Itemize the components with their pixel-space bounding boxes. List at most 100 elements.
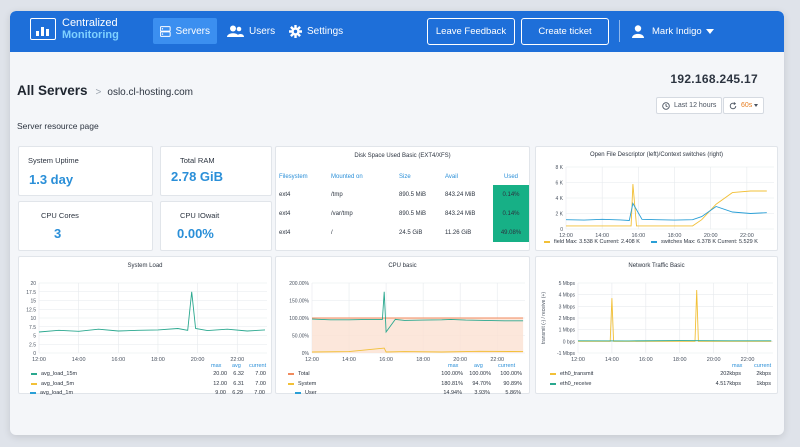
col-size: Size bbox=[399, 174, 411, 180]
y-tick-label: 5 Mbps bbox=[559, 281, 576, 287]
legend-max: 202kbps bbox=[720, 371, 741, 377]
y-tick-label: 2 K bbox=[555, 212, 563, 218]
cell-avail: 11.26 GiB bbox=[445, 229, 472, 236]
ram-label: Total RAM bbox=[180, 156, 215, 165]
legend-swatch bbox=[550, 382, 556, 385]
y-tick-label: 5 bbox=[33, 334, 36, 340]
iowait-label: CPU IOwait bbox=[180, 211, 220, 220]
y-tick-label: 4 Mbps bbox=[559, 293, 576, 299]
legend-swatch bbox=[295, 391, 301, 394]
legend-field[interactable]: field Max: 3.538 K Current: 2.408 K bbox=[544, 239, 640, 245]
legend-header-current: current bbox=[498, 363, 516, 369]
legend-label: avg_load_1m bbox=[40, 390, 74, 396]
cores-panel: CPU Cores 3 bbox=[18, 201, 153, 251]
legend-switches[interactable]: switches Max: 6.378 K Current: 5.529 K bbox=[651, 239, 758, 245]
legend-current: 5.86% bbox=[505, 390, 521, 396]
legend-max: 9.00 bbox=[215, 390, 226, 396]
network-title: Network Traffic Basic bbox=[628, 263, 685, 269]
fd-chart: 0 2 K 4 K 6 K 8 K 12:00 14:00 16:00 18:00 20:00 22… bbox=[555, 165, 774, 239]
cpu-basic-title: CPU basic bbox=[388, 263, 417, 269]
series-area bbox=[312, 318, 524, 353]
col-used: Used bbox=[503, 174, 518, 180]
legend-current: 100.00% bbox=[500, 371, 522, 377]
y-tick-label: 200.00% bbox=[289, 281, 309, 287]
cell-size: 24.5 GiB bbox=[399, 229, 423, 236]
legend-user[interactable]: User bbox=[295, 390, 317, 396]
cpu-basic-panel: CPU basic 0% 50.00% 100.00% 150.00% 200.00% 1… bbox=[275, 256, 530, 394]
legend-total[interactable]: Total bbox=[288, 371, 310, 377]
y-tick-label: -1 Mbps bbox=[557, 351, 576, 357]
time-range-picker[interactable]: Last 12 hours bbox=[656, 97, 723, 114]
x-tick-label: 16:00 bbox=[379, 357, 393, 363]
system-load-panel: System Load 0 2.5 5 7.5 10 12.5 15 17.5 20 12:00 1… bbox=[18, 256, 272, 394]
leave-feedback-button[interactable]: Leave Feedback bbox=[427, 18, 515, 45]
user-icon bbox=[632, 24, 644, 38]
nav-settings-label: Settings bbox=[307, 25, 344, 37]
legend-current: 7.00 bbox=[254, 390, 265, 396]
nav-servers-label: Servers bbox=[175, 25, 210, 37]
fd-panel-title: Open File Descriptor (left)/Context swit… bbox=[589, 152, 724, 158]
table-row: ext4 /var/tmp 890.5 MiB 843.24 MiB 0.14% bbox=[279, 204, 529, 223]
network-chart: -1 Mbps 0 bps 1 Mbps 2 Mbps 3 Mbps 4 Mbps 5 Mb… bbox=[541, 281, 773, 363]
col-avail: Avail bbox=[445, 174, 458, 180]
legend-system[interactable]: System bbox=[288, 381, 316, 387]
cpu-basic-chart: 0% 50.00% 100.00% 150.00% 200.00% 12:00 14:00 1… bbox=[289, 281, 525, 363]
legend-header-avg: avg bbox=[474, 363, 483, 369]
y-tick-label: 15 bbox=[30, 299, 36, 305]
legend-avg-load-5m[interactable]: avg_load_5m bbox=[31, 381, 74, 387]
x-tick-label: 12:00 bbox=[571, 357, 585, 363]
refresh-icon bbox=[729, 101, 737, 109]
monitor-icon bbox=[30, 18, 56, 40]
legend-label: eth0_receive bbox=[560, 381, 592, 387]
nav-servers[interactable]: Servers bbox=[153, 18, 217, 44]
legend-avg-load-1m[interactable]: avg_load_1m bbox=[30, 390, 73, 396]
legend-label: avg_load_15m bbox=[41, 371, 78, 377]
x-tick-label: 14:00 bbox=[605, 357, 619, 363]
x-tick-label: 20:00 bbox=[704, 233, 718, 239]
series-line bbox=[565, 202, 767, 221]
server-ip: 192.168.245.17 bbox=[670, 72, 758, 86]
legend-header-max: max bbox=[211, 363, 222, 369]
nav-settings[interactable]: Settings bbox=[282, 18, 350, 44]
cores-value: 3 bbox=[54, 226, 62, 241]
y-axis-label: transmit (-) / receive (+) bbox=[541, 292, 547, 344]
x-tick-label: 20:00 bbox=[191, 357, 205, 363]
legend-eth0-transmit[interactable]: eth0_transmit bbox=[550, 371, 593, 377]
breadcrumb-separator: > bbox=[95, 87, 102, 98]
x-tick-label: 16:00 bbox=[111, 357, 125, 363]
x-tick-label: 22:00 bbox=[740, 233, 754, 239]
app-window: Centralized Monitoring Servers Users bbox=[10, 11, 784, 435]
nav-users[interactable]: Users bbox=[220, 18, 282, 44]
legend-eth0-receive[interactable]: eth0_receive bbox=[550, 381, 592, 387]
series-line bbox=[578, 289, 772, 342]
legend-avg-load-15m[interactable]: avg_load_15m bbox=[31, 371, 77, 377]
legend-current: 2kbps bbox=[756, 371, 771, 377]
legend-avg: 94.70% bbox=[472, 381, 491, 387]
x-tick-label: 20:00 bbox=[453, 357, 467, 363]
cell-used: 0.14% bbox=[493, 185, 529, 204]
breadcrumb-all-servers[interactable]: All Servers bbox=[17, 83, 88, 98]
legend-label: System bbox=[298, 381, 317, 387]
legend-header-current: current bbox=[249, 363, 267, 369]
uptime-value: 1.3 day bbox=[29, 172, 74, 187]
y-tick-label: 1 Mbps bbox=[559, 328, 576, 334]
disk-space-panel: Disk Space Used Basic (EXT4/XFS) Filesys… bbox=[275, 146, 530, 251]
file-descriptor-panel: Open File Descriptor (left)/Context swit… bbox=[535, 146, 778, 251]
legend-header-max: max bbox=[732, 363, 743, 369]
server-icon bbox=[160, 25, 171, 37]
time-range-label: Last 12 hours bbox=[674, 102, 717, 109]
legend-label: avg_load_5m bbox=[41, 381, 75, 387]
create-ticket-button[interactable]: Create ticket bbox=[521, 18, 609, 45]
y-tick-label: 2.5 bbox=[29, 342, 36, 348]
ram-value: 2.78 GiB bbox=[171, 169, 224, 184]
y-tick-label: 3 Mbps bbox=[559, 304, 576, 310]
refresh-picker[interactable]: 60s bbox=[723, 97, 765, 114]
y-tick-label: 2 Mbps bbox=[559, 316, 576, 322]
legend-avg: 100.00% bbox=[469, 371, 491, 377]
series-line bbox=[566, 184, 767, 227]
user-menu[interactable]: Mark Indigo bbox=[632, 20, 714, 42]
iowait-panel: CPU IOwait 0.00% bbox=[160, 201, 272, 251]
app-logo[interactable]: Centralized Monitoring bbox=[30, 17, 119, 41]
x-tick-label: 18:00 bbox=[673, 357, 687, 363]
legend-swatch bbox=[651, 240, 657, 243]
